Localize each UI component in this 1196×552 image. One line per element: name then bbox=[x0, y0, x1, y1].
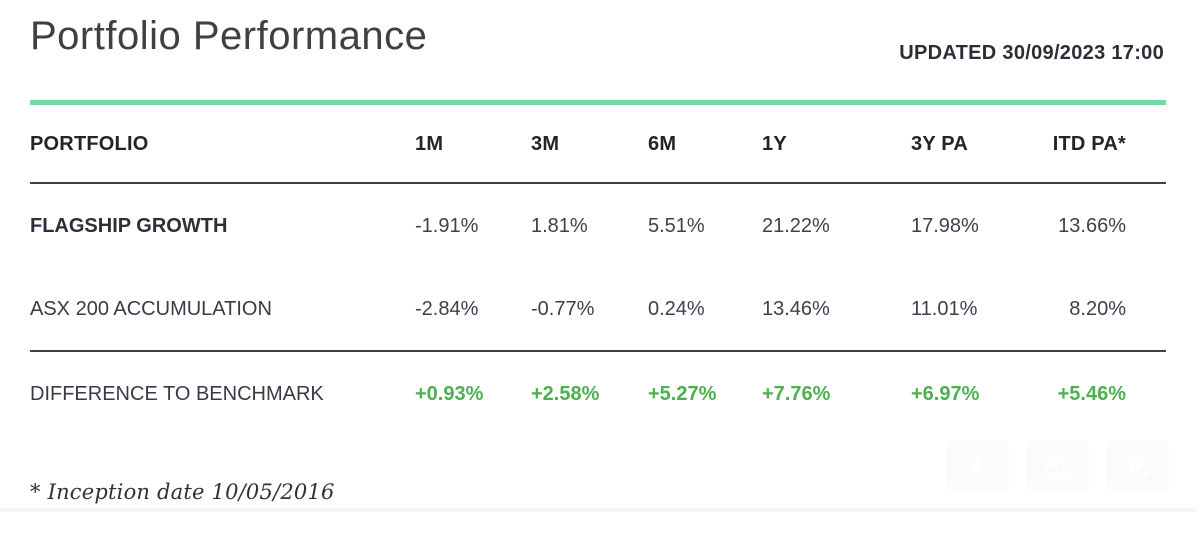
page-title: Portfolio Performance bbox=[30, 14, 428, 58]
widget-action-buttons bbox=[946, 440, 1169, 492]
performance-table: PORTFOLIO 1M 3M 6M 1Y 3Y PA ITD PA* FLAG… bbox=[30, 107, 1166, 436]
value-3ypa: +6.97% bbox=[911, 382, 980, 405]
value-1y: +7.76% bbox=[762, 382, 831, 405]
value-3m: +2.58% bbox=[531, 382, 600, 405]
value-1y: 21.22% bbox=[762, 214, 830, 237]
row-label: DIFFERENCE TO BENCHMARK bbox=[30, 382, 324, 405]
value-1m: -1.91% bbox=[415, 214, 479, 237]
value-6m: 0.24% bbox=[648, 297, 705, 320]
add-widget-button[interactable] bbox=[1106, 440, 1169, 492]
alert-plus-icon bbox=[1043, 452, 1073, 480]
column-header-1m: 1M bbox=[415, 133, 444, 155]
value-6m: +5.27% bbox=[648, 382, 717, 405]
value-1m: +0.93% bbox=[415, 382, 484, 405]
value-itdpa: 13.66% bbox=[1058, 214, 1126, 237]
add-alert-button[interactable] bbox=[1026, 440, 1089, 492]
download-button[interactable] bbox=[946, 440, 1009, 492]
table-row-asx-200-accumulation: ASX 200 ACCUMULATION -2.84% -0.77% 0.24%… bbox=[30, 268, 1166, 352]
table-row-difference-to-benchmark: DIFFERENCE TO BENCHMARK +0.93% +2.58% +5… bbox=[30, 352, 1166, 436]
column-header-6m: 6M bbox=[648, 133, 677, 155]
value-3ypa: 17.98% bbox=[911, 214, 979, 237]
column-header-3ypa: 3Y PA bbox=[911, 133, 968, 155]
value-itdpa: 8.20% bbox=[1069, 297, 1126, 320]
inception-date-footnote: * Inception date 10/05/2016 bbox=[30, 480, 335, 504]
widget-plus-icon bbox=[1123, 452, 1153, 480]
value-1y: 13.46% bbox=[762, 297, 830, 320]
table-header-row: PORTFOLIO 1M 3M 6M 1Y 3Y PA ITD PA* bbox=[30, 107, 1166, 184]
table-row-flagship-growth: FLAGSHIP GROWTH -1.91% 1.81% 5.51% 21.22… bbox=[30, 184, 1166, 268]
bottom-divider bbox=[0, 508, 1196, 512]
column-header-portfolio: PORTFOLIO bbox=[30, 133, 149, 155]
column-header-itdpa: ITD PA* bbox=[1052, 133, 1126, 155]
value-3m: -0.77% bbox=[531, 297, 595, 320]
column-header-1y: 1Y bbox=[762, 133, 787, 155]
value-1m: -2.84% bbox=[415, 297, 479, 320]
download-icon bbox=[965, 453, 991, 479]
updated-timestamp: UPDATED 30/09/2023 17:00 bbox=[899, 42, 1164, 64]
value-itdpa: +5.46% bbox=[1057, 382, 1126, 405]
value-3m: 1.81% bbox=[531, 214, 588, 237]
value-3ypa: 11.01% bbox=[911, 297, 978, 320]
accent-divider bbox=[30, 100, 1166, 105]
column-header-3m: 3M bbox=[531, 133, 560, 155]
row-label: FLAGSHIP GROWTH bbox=[30, 214, 228, 237]
row-label: ASX 200 ACCUMULATION bbox=[30, 297, 272, 320]
value-6m: 5.51% bbox=[648, 214, 705, 237]
